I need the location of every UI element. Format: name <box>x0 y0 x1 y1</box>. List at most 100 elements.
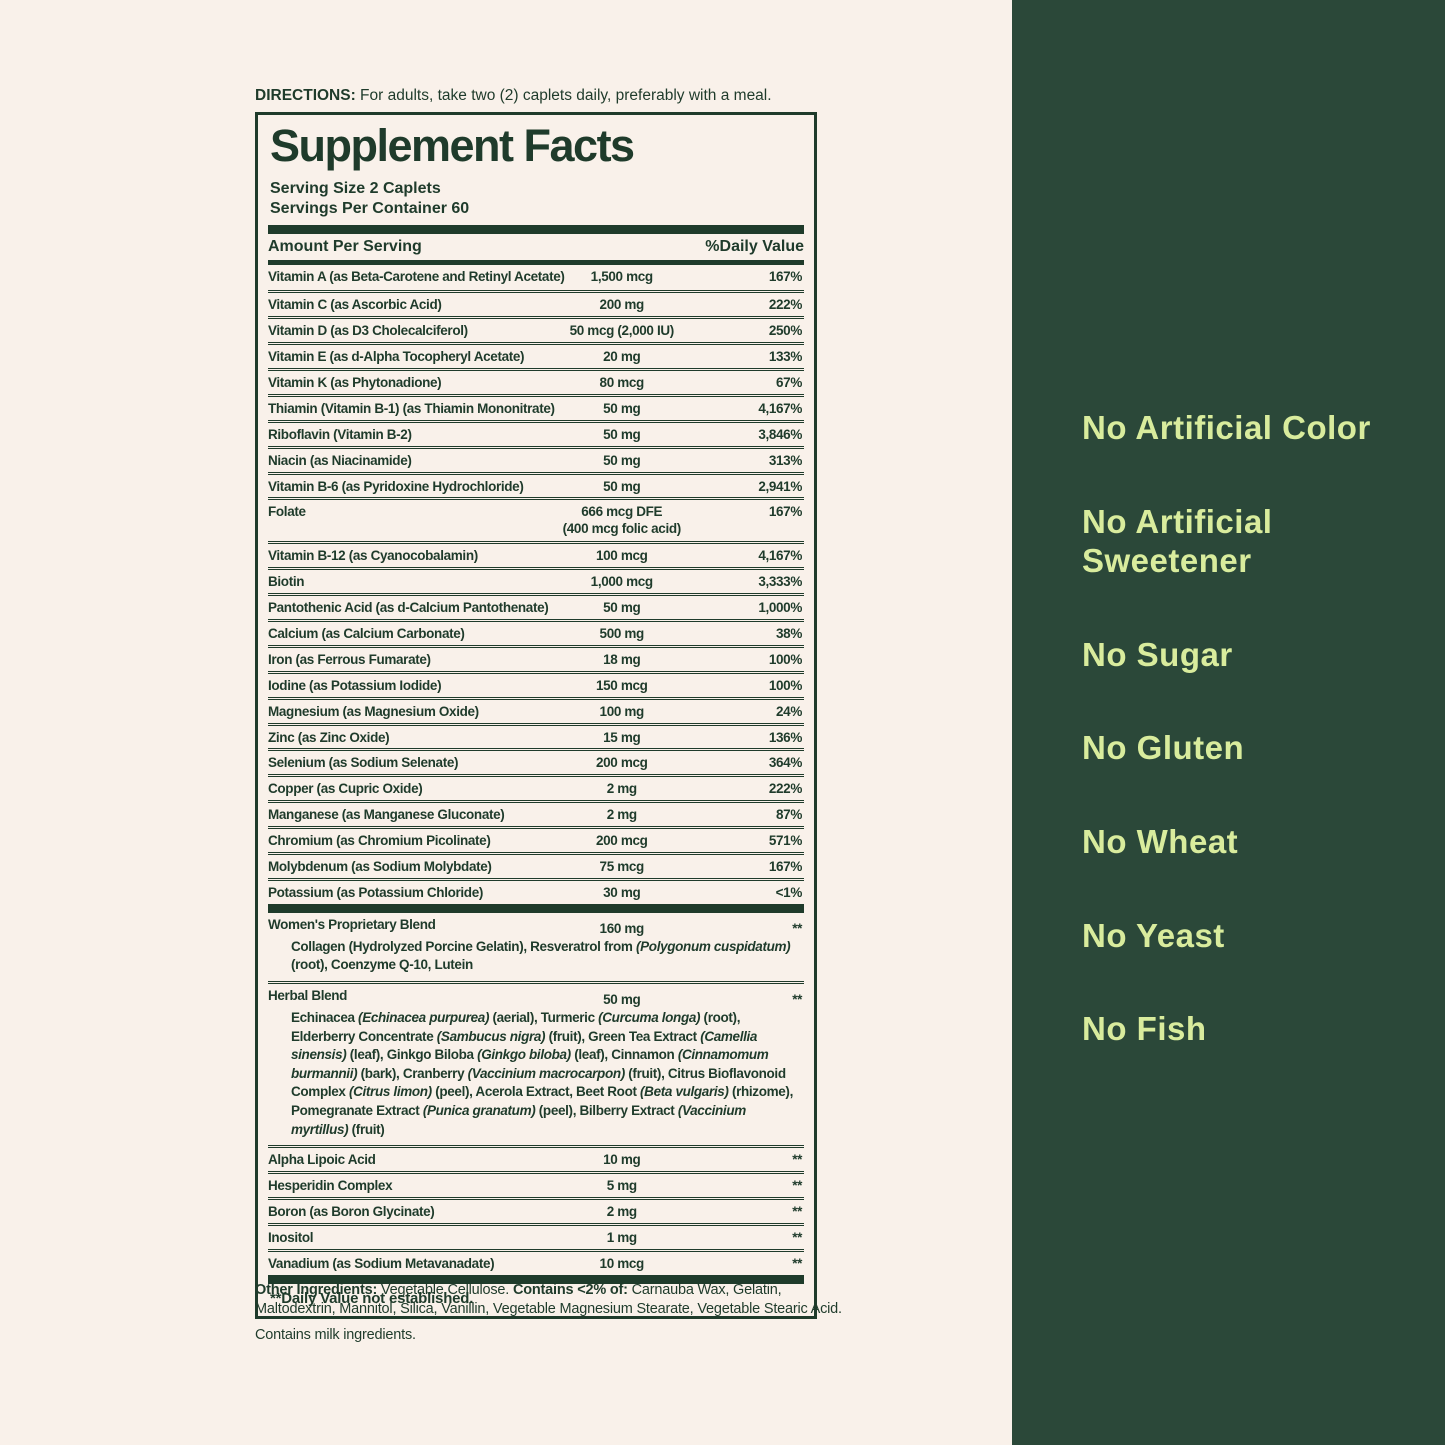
nutrient-amount: 5 mg <box>606 1178 637 1194</box>
nutrient-amount: 2 mg <box>606 1204 637 1220</box>
nutrient-row: Vitamin B-6 (as Pyridoxine Hydrochloride… <box>268 471 804 498</box>
nutrient-name: Molybdenum (as Sodium Molybdate) <box>268 858 492 874</box>
nutrient-daily-value: 222% <box>768 297 802 313</box>
nutrient-name: Manganese (as Manganese Gluconate) <box>268 807 505 823</box>
nutrient-name: Iron (as Ferrous Fumarate) <box>268 651 431 667</box>
blend-rows: Women's Proprietary Blend 160 mg ** Collage… <box>268 913 804 1146</box>
text-segment: (Punica granatum) <box>422 1103 536 1119</box>
nutrient-name: Vitamin B-6 (as Pyridoxine Hydrochloride… <box>268 478 524 494</box>
blend-description: Echinacea (Echinacea purpurea) (aerial),… <box>268 1008 804 1142</box>
nutrient-amount: 1,000 mcg <box>590 574 654 590</box>
claim-item: No Artificial Color <box>1082 409 1371 446</box>
divider-bar <box>268 260 804 266</box>
serving-size: Serving Size 2 Caplets <box>270 179 441 197</box>
nutrient-row: Iron (as Ferrous Fumarate) 18 mg 100% <box>268 644 804 671</box>
nutrient-name: Copper (as Cupric Oxide) <box>268 781 423 797</box>
text-segment: (Citrus limon) <box>348 1084 432 1100</box>
nutrient-row: Molybdenum (as Sodium Molybdate) 75 mcg 16… <box>268 851 804 878</box>
nutrient-row: Folate 666 mcg DFE (400 mcg folic acid) 167… <box>268 497 804 541</box>
nutrient-row: Herbal Blend 50 mg ** <box>268 988 804 1008</box>
nutrient-row: Vitamin D (as D3 Cholecalciferol) 50 mcg … <box>268 316 804 342</box>
nutrient-name: Potassium (as Potassium Chloride) <box>268 884 484 900</box>
nutrient-amount: 18 mg <box>603 651 641 667</box>
nutrient-daily-value: 167% <box>768 504 802 520</box>
text-segment: Contains <2% of: <box>512 1282 628 1298</box>
nutrient-row: Vanadium (as Sodium Metavanadate) 10 mcg *… <box>268 1248 804 1275</box>
nutrient-row: Women's Proprietary Blend 160 mg ** <box>268 917 804 937</box>
nutrient-name: Women's Proprietary Blend <box>268 916 436 932</box>
text-segment: (peel), Acerola Extract, Beet Root <box>431 1084 641 1100</box>
nutrient-daily-value: 4,167% <box>758 400 802 416</box>
nutrient-daily-value: 4,167% <box>758 548 802 564</box>
nutrient-amount: 50 mg <box>603 426 641 442</box>
nutrient-row: Potassium (as Potassium Chloride) 30 mg <1… <box>268 877 804 904</box>
claim-item: No Gluten <box>1082 729 1245 767</box>
nutrient-daily-value: 100% <box>768 651 802 667</box>
nutrient-name: Inositol <box>268 1229 314 1245</box>
nutrient-name: Iodine (as Potassium Iodide) <box>268 677 442 693</box>
nutrient-name: Hesperidin Complex <box>268 1178 393 1194</box>
nutrient-amount: 160 mg <box>599 920 645 936</box>
blend-description: Collagen (Hydrolyzed Porcine Gelatin), R… <box>268 937 804 978</box>
text-segment: (fruit) <box>348 1121 385 1137</box>
column-amount-per-serving: Amount Per Serving <box>268 238 422 256</box>
divider-bar <box>268 903 804 913</box>
text-segment: Collagen (Hydrolyzed Porcine Gelatin), R… <box>291 938 636 954</box>
nutrient-amount: 10 mcg <box>599 1255 645 1271</box>
text-segment: Other Ingredients: <box>255 1282 378 1298</box>
nutrient-name: Niacin (as Niacinamide) <box>268 452 412 468</box>
nutrient-daily-value: ** <box>792 1178 802 1194</box>
nutrient-daily-value: 3,333% <box>758 574 802 590</box>
nutrient-daily-value: 67% <box>776 375 802 391</box>
nutrient-name: Chromium (as Chromium Picolinate) <box>268 833 491 849</box>
nutrient-daily-value: 364% <box>768 755 802 771</box>
table-header: Amount Per Serving %Daily Value <box>268 234 804 260</box>
servings-per-container: Servings Per Container 60 <box>270 199 470 217</box>
nutrient-amount: 500 mg <box>599 626 645 642</box>
blend-row: Herbal Blend 50 mg ** Echinacea (Echinacea … <box>268 980 804 1145</box>
nutrient-name: Zinc (as Zinc Oxide) <box>268 729 390 745</box>
nutrient-daily-value: ** <box>792 1152 802 1168</box>
nutrient-amount: 150 mcg <box>595 677 648 693</box>
text-segment: (aerial), Turmeric <box>489 1009 599 1025</box>
nutrient-amount: 50 mg <box>603 400 641 416</box>
nutrient-daily-value: 222% <box>768 781 802 797</box>
nutrient-daily-value: 250% <box>768 323 802 339</box>
nutrient-amount-line2: (400 mcg folic acid) <box>562 521 682 537</box>
nutrient-row: Vitamin E (as d-Alpha Tocopheryl Acetate… <box>268 342 804 368</box>
nutrient-amount: 2 mg <box>606 781 637 797</box>
nutrient-row: Manganese (as Manganese Gluconate) 2 mg 87… <box>268 800 804 826</box>
nutrient-amount: 75 mcg <box>599 858 645 874</box>
nutrient-name: Riboflavin (Vitamin B-2) <box>268 426 412 442</box>
nutrient-daily-value: 571% <box>768 833 802 849</box>
milk-statement: Contains milk ingredients. <box>255 1326 416 1343</box>
nutrient-name: Vitamin C (as Ascorbic Acid) <box>268 297 442 313</box>
nutrient-row: Boron (as Boron Glycinate) 2 mg ** <box>268 1197 804 1223</box>
claim-item: No Artificial Sweetener <box>1082 502 1273 580</box>
text-segment: (Vaccinium macrocarpon) <box>467 1065 626 1081</box>
claim-item: No Yeast <box>1082 916 1225 954</box>
nutrient-daily-value: 133% <box>768 349 802 365</box>
text-segment: (Beta vulgaris) <box>640 1084 729 1100</box>
nutrient-row: Vitamin C (as Ascorbic Acid) 200 mg 222% <box>268 290 804 316</box>
text-segment: (Polygonum cuspidatum) <box>636 938 791 954</box>
directions-body: For adults, take two (2) caplets daily, … <box>355 87 772 104</box>
text-segment: (Curcuma longa) <box>598 1009 701 1025</box>
nutrient-name: Herbal Blend <box>268 987 348 1003</box>
nutrient-row: Vitamin A (as Beta-Carotene and Retinyl … <box>268 265 804 290</box>
nutrient-daily-value: 1,000% <box>758 600 802 616</box>
nutrient-row: Zinc (as Zinc Oxide) 15 mg 136% <box>268 722 804 749</box>
nutrient-amount: 50 mg <box>603 478 641 494</box>
nutrient-name: Vitamin D (as D3 Cholecalciferol) <box>268 323 468 339</box>
nutrient-row: Thiamin (Vitamin B-1) (as Thiamin Mononi… <box>268 393 804 420</box>
nutrient-daily-value: 136% <box>768 729 802 745</box>
nutrient-amount: 200 mg <box>599 297 645 313</box>
nutrient-daily-value: ** <box>792 1255 802 1271</box>
nutrient-daily-value: 167% <box>768 269 802 285</box>
nutrient-amount: 200 mcg <box>595 833 648 849</box>
nutrient-daily-value: ** <box>792 1229 802 1245</box>
nutrient-row: Hesperidin Complex 5 mg ** <box>268 1171 804 1197</box>
text-segment: (leaf), Cinnamon <box>570 1047 678 1063</box>
nutrient-amount: 50 mg <box>603 600 641 616</box>
other-ingredients-text: Other Ingredients: Vegetable Cellulose. … <box>255 1281 847 1320</box>
